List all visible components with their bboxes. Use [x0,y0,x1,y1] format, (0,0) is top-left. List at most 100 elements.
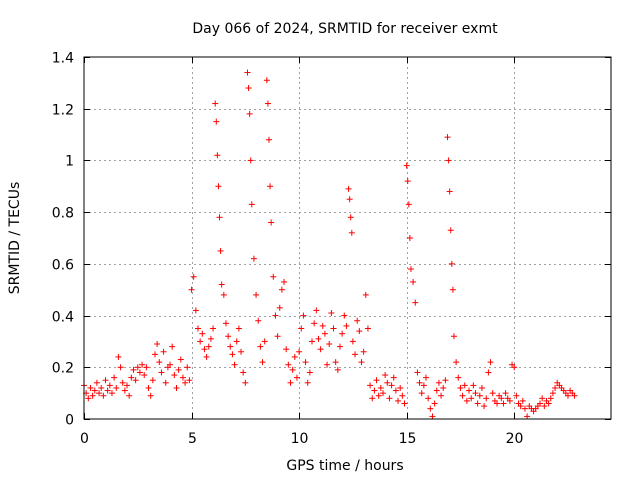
data-point [382,372,389,379]
data-point [225,333,232,340]
data-point [487,359,494,366]
data-point [100,392,107,399]
data-point [395,397,402,404]
data-point [106,382,113,389]
data-point [184,364,191,371]
data-point [511,364,518,371]
data-point [268,219,275,226]
data-point [354,317,361,324]
data-point [167,361,174,368]
data-point [321,330,328,337]
data-point [427,405,434,412]
data-point [171,372,178,379]
data-point [345,185,352,192]
data-point [545,400,552,407]
data-point [188,286,195,293]
data-point [242,379,249,386]
data-point [248,201,255,208]
data-point [455,374,462,381]
data-point [448,260,455,267]
data-point [259,359,266,366]
data-point [472,390,479,397]
data-point [130,366,137,373]
data-point [420,382,427,389]
y-tick-label: 0 [65,413,74,429]
data-point [141,372,148,379]
data-point [257,343,264,350]
data-point [175,366,182,373]
data-point [281,278,288,285]
data-point [199,330,206,337]
data-point [121,387,128,394]
data-point [154,341,161,348]
data-point [435,379,442,386]
x-tick-label: 10 [291,431,309,447]
data-point [481,403,488,410]
data-point [158,369,165,376]
data-point [119,379,126,386]
data-point [367,382,374,389]
data-point [414,369,421,376]
data-point [445,157,452,164]
data-point [229,351,236,358]
data-point [265,136,272,143]
data-point [459,392,466,399]
data-point [89,392,96,399]
data-point [205,343,212,350]
data-point [115,353,122,360]
data-point [162,379,169,386]
data-point [186,377,193,384]
data-point [463,397,470,404]
data-point [348,229,355,236]
data-point [416,379,423,386]
x-tick-label: 0 [80,431,89,447]
data-point [300,312,307,319]
data-point [519,397,526,404]
data-point [371,387,378,394]
data-point [104,387,111,394]
data-point [212,100,219,107]
data-point [369,395,376,402]
data-point [285,361,292,368]
data-point [197,338,204,345]
data-point [169,343,176,350]
data-point [474,400,481,407]
data-point [352,351,359,358]
chart-title: Day 066 of 2024, SRMTID for receiver exm… [192,21,498,37]
data-point [349,338,356,345]
data-point [156,359,163,366]
data-point [425,395,432,402]
data-point [461,382,468,389]
data-point [147,392,154,399]
data-point [182,379,189,386]
data-point [330,325,337,332]
data-point [261,338,268,345]
data-point [85,395,92,402]
data-point [564,392,571,399]
data-point [272,312,279,319]
data-point [392,387,399,394]
data-point [217,247,224,254]
data-point [453,359,460,366]
y-axis-label: SRMTID / TECUs [7,182,23,295]
data-point [377,384,384,391]
data-point [502,390,509,397]
data-point [506,397,513,404]
data-point [442,377,449,384]
data-point [313,307,320,314]
data-point [244,69,251,76]
data-point [190,273,197,280]
data-point [91,387,98,394]
data-point [386,395,393,402]
data-point [214,152,221,159]
data-point [102,377,109,384]
data-point [192,307,199,314]
data-point [201,346,208,353]
data-point [255,317,262,324]
data-point [87,384,94,391]
plot-frame [83,56,612,420]
data-point [489,390,496,397]
data-point [524,413,531,420]
data-point [283,346,290,353]
data-point [476,392,483,399]
